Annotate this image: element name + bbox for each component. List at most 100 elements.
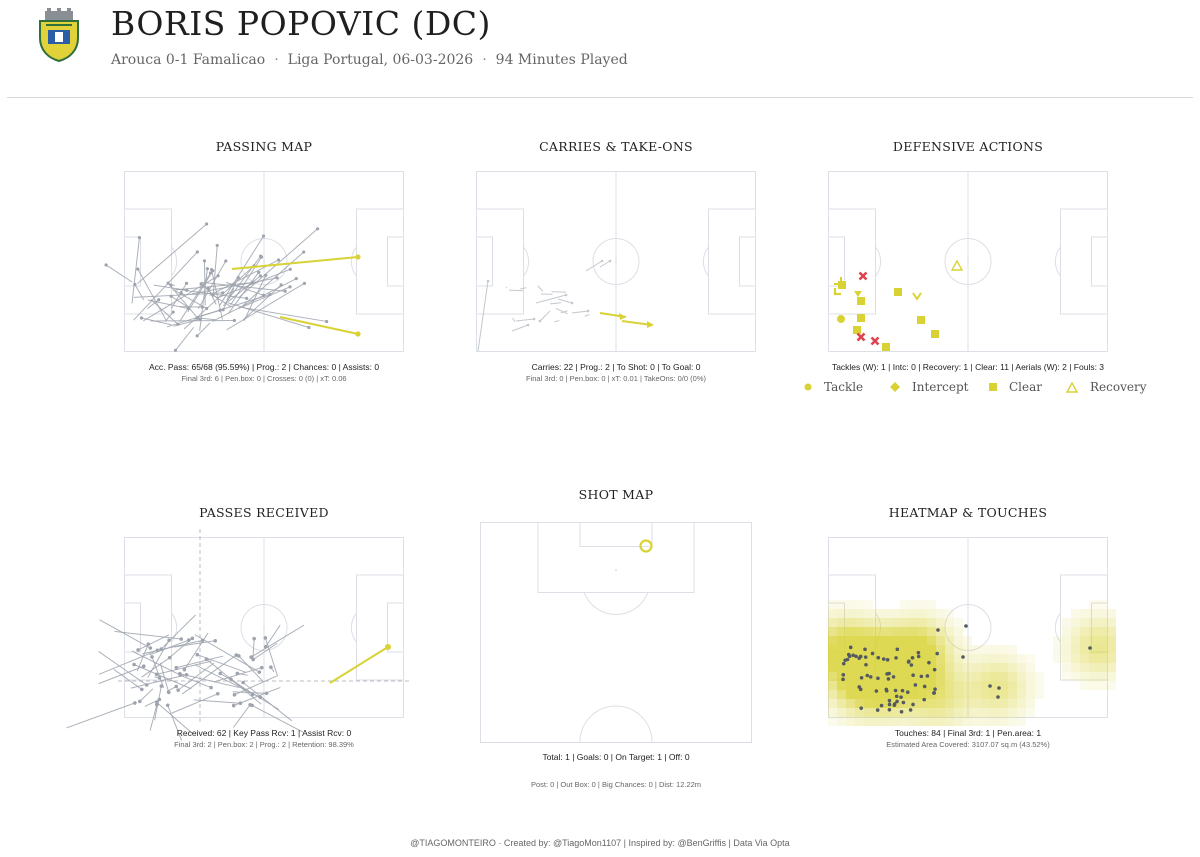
key-pass-received-point bbox=[385, 644, 391, 650]
clearance-marker bbox=[931, 330, 939, 338]
received-pass-line bbox=[242, 682, 293, 722]
defensive-stats: Tackles (W): 1 | Intc: 0 | Recovery: 1 |… bbox=[831, 362, 1105, 372]
pass-line bbox=[150, 299, 179, 325]
touch-point bbox=[857, 685, 862, 689]
heat-cell bbox=[1089, 636, 1098, 645]
heat-cell bbox=[873, 627, 882, 636]
heat-cell bbox=[918, 609, 927, 618]
heat-cell bbox=[909, 663, 918, 672]
heat-cell bbox=[846, 690, 855, 699]
heat-cell bbox=[1089, 600, 1098, 609]
defensive-actions-title: DEFENSIVE ACTIONS bbox=[892, 139, 1044, 154]
heat-cell bbox=[1107, 681, 1116, 690]
heat-cell bbox=[1107, 636, 1116, 645]
heat-cell bbox=[954, 681, 963, 690]
heat-cell bbox=[927, 717, 936, 726]
heat-cell bbox=[855, 636, 864, 645]
heat-cell bbox=[1035, 690, 1044, 699]
touch-point bbox=[899, 709, 904, 714]
heat-cell bbox=[963, 690, 972, 699]
touch-point bbox=[925, 674, 930, 678]
heat-cell bbox=[864, 645, 873, 654]
centre-circle bbox=[592, 238, 640, 285]
heat-cell bbox=[918, 600, 927, 609]
heat-cell bbox=[945, 645, 954, 654]
heat-cell bbox=[1071, 645, 1080, 654]
pass-line bbox=[147, 299, 160, 310]
pass-line bbox=[187, 270, 214, 313]
heat-cell bbox=[972, 645, 981, 654]
received-pass-point bbox=[157, 675, 162, 680]
pass-end-point bbox=[173, 348, 178, 352]
heat-cell bbox=[855, 600, 864, 609]
heat-cell bbox=[936, 699, 945, 708]
pass-line bbox=[133, 251, 198, 321]
received-pass-point bbox=[258, 695, 263, 700]
heat-cell bbox=[999, 699, 1008, 708]
touch-point bbox=[863, 647, 867, 652]
heat-cell bbox=[1098, 654, 1107, 663]
pass-end-point bbox=[133, 282, 137, 286]
heat-cell bbox=[846, 618, 855, 627]
heat-cell bbox=[837, 663, 846, 672]
received-pass-line bbox=[179, 673, 240, 689]
touch-point bbox=[899, 695, 903, 699]
heat-cell bbox=[909, 618, 918, 627]
touch-point bbox=[894, 656, 898, 660]
touch-point bbox=[841, 677, 845, 682]
heat-cell bbox=[837, 681, 846, 690]
key-pass-received-line bbox=[329, 646, 389, 684]
touch-point bbox=[841, 673, 846, 677]
heat-cell bbox=[1107, 618, 1116, 627]
pass-end-point bbox=[216, 274, 220, 278]
heat-cell bbox=[990, 654, 999, 663]
pass-end-point bbox=[288, 285, 292, 289]
heat-cell bbox=[963, 708, 972, 717]
heat-cell bbox=[999, 681, 1008, 690]
heat-cell bbox=[936, 681, 945, 690]
heat-cell bbox=[1035, 672, 1044, 681]
received-pass-point bbox=[213, 638, 218, 643]
carry-line bbox=[584, 313, 590, 317]
pass-end-point bbox=[205, 222, 209, 226]
touch-point bbox=[848, 645, 853, 650]
heat-cell bbox=[882, 645, 891, 654]
carry-end bbox=[570, 301, 574, 305]
touch-point bbox=[908, 708, 913, 712]
six-yard-box-left bbox=[124, 236, 141, 287]
received-pass-point bbox=[150, 655, 154, 659]
carry-end bbox=[486, 279, 490, 283]
received-pass-line bbox=[142, 639, 203, 655]
heat-cell bbox=[954, 708, 963, 717]
block-marker bbox=[912, 292, 922, 301]
touch-point bbox=[911, 673, 915, 678]
centre-spot bbox=[263, 260, 265, 263]
heat-cell bbox=[1017, 663, 1026, 672]
heat-cell bbox=[1089, 618, 1098, 627]
pass-line bbox=[147, 299, 189, 310]
heat-cell bbox=[828, 681, 837, 690]
carry-line bbox=[537, 285, 544, 292]
pass-end-point bbox=[104, 263, 108, 267]
heat-cell bbox=[1053, 636, 1062, 645]
touch-point bbox=[875, 708, 880, 712]
heat-cell bbox=[864, 708, 873, 717]
received-pass-line bbox=[174, 640, 216, 648]
passing-map-title: PASSING MAP bbox=[215, 139, 313, 154]
heat-cell bbox=[990, 645, 999, 654]
heat-cell bbox=[1071, 672, 1080, 681]
heat-cell bbox=[1098, 672, 1107, 681]
pass-end-point bbox=[139, 316, 144, 320]
received-pass-line bbox=[130, 674, 187, 689]
pass-end-point bbox=[279, 283, 283, 287]
defensive-actions-pitch bbox=[828, 171, 1108, 352]
received-pass-line bbox=[113, 669, 143, 690]
heat-cell bbox=[1008, 645, 1017, 654]
received-pass-point bbox=[178, 671, 182, 676]
pass-end-point bbox=[185, 288, 189, 292]
heat-cell bbox=[927, 672, 936, 681]
carries-stats: Carries: 22 | Prog.: 2 | To Shot: 0 | To… bbox=[531, 362, 701, 372]
pass-line bbox=[219, 235, 264, 306]
heat-cell bbox=[990, 708, 999, 717]
heat-cell bbox=[837, 618, 846, 627]
